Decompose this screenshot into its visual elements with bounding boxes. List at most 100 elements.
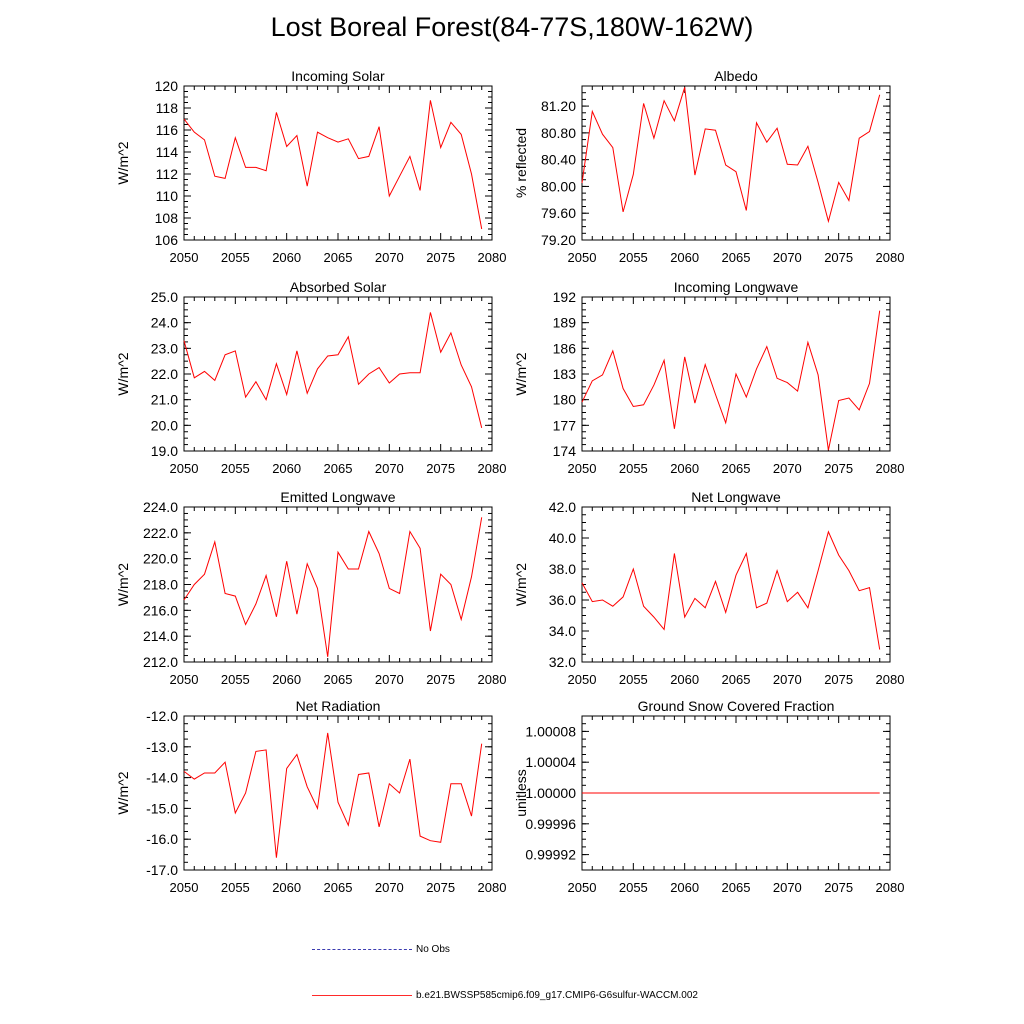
x-tick-label: 2075 <box>824 672 853 687</box>
y-tick-label: 1.00000 <box>525 785 576 801</box>
x-tick-label: 2070 <box>375 461 404 476</box>
panel-title: Emitted Longwave <box>280 489 395 505</box>
y-axis-label: W/m^2 <box>115 352 131 395</box>
x-tick-label: 2065 <box>722 880 751 895</box>
panel-title: Incoming Longwave <box>674 279 799 295</box>
y-tick-label: 114 <box>156 144 179 160</box>
y-tick-label: 34.0 <box>549 623 576 639</box>
legend-obs: No Obs <box>312 944 450 955</box>
x-tick-label: 2080 <box>876 461 905 476</box>
y-tick-label: 40.0 <box>549 530 576 546</box>
x-tick-label: 2050 <box>170 880 199 895</box>
y-tick-label: 38.0 <box>549 561 576 577</box>
y-axis-label: W/m^2 <box>115 771 131 814</box>
chart-panel-2: Albedo % reflected 2050 2055 2060 2065 2070 207… <box>513 68 904 265</box>
x-tick-label: 2065 <box>324 672 353 687</box>
series-line <box>183 100 483 230</box>
y-tick-label: 108 <box>155 210 179 226</box>
x-tick-label: 2075 <box>824 250 853 265</box>
y-tick-label: 112 <box>156 166 179 182</box>
y-tick-label: 25.0 <box>151 289 178 305</box>
chart-panel-8: Ground Snow Covered Fraction unitless 2050… <box>513 698 904 895</box>
legend-obs-swatch <box>312 949 412 950</box>
x-tick-label: 2050 <box>568 461 597 476</box>
panel-title: Ground Snow Covered Fraction <box>638 698 835 714</box>
x-tick-label: 2080 <box>478 461 507 476</box>
legend-model-label: b.e21.BWSSP585cmip6.f09_g17.CMIP6-G6sulf… <box>416 990 698 1001</box>
plot-frame <box>183 296 493 452</box>
y-tick-label: 20.0 <box>151 417 178 433</box>
x-tick-label: 2070 <box>375 672 404 687</box>
y-tick-label: 23.0 <box>151 340 178 356</box>
y-tick-label: 222.0 <box>143 525 178 541</box>
y-tick-label: 79.20 <box>541 232 576 248</box>
x-tick-label: 2065 <box>722 461 751 476</box>
x-tick-label: 2080 <box>876 250 905 265</box>
x-tick-label: 2060 <box>670 880 699 895</box>
x-tick-label: 2050 <box>170 461 199 476</box>
chart-panel-6: Net Longwave W/m^2 2050 2055 2060 2065 2070 207… <box>513 489 904 687</box>
x-tick-label: 2050 <box>170 250 199 265</box>
y-tick-label: 212.0 <box>143 654 178 670</box>
y-tick-label: 216.0 <box>143 602 178 618</box>
x-tick-label: 2080 <box>876 672 905 687</box>
x-tick-label: 2080 <box>478 250 507 265</box>
panel-title: Albedo <box>714 68 758 84</box>
y-tick-label: 214.0 <box>143 628 178 644</box>
x-tick-label: 2070 <box>773 880 802 895</box>
x-tick-label: 2070 <box>375 250 404 265</box>
y-axis-label: W/m^2 <box>513 352 529 395</box>
x-tick-label: 2055 <box>619 672 648 687</box>
y-tick-label: 42.0 <box>549 499 576 515</box>
y-tick-label: 189 <box>553 315 577 331</box>
y-tick-label: 106 <box>155 232 179 248</box>
chart-panel-5: Emitted Longwave W/m^2 2050 2055 2060 2065 207… <box>115 489 506 687</box>
y-tick-label: 32.0 <box>549 654 576 670</box>
x-tick-label: 2065 <box>324 880 353 895</box>
legend-model-swatch <box>312 995 412 996</box>
figure-title: Lost Boreal Forest(84-77S,180W-162W) <box>270 12 754 42</box>
x-tick-label: 2075 <box>824 880 853 895</box>
x-tick-label: 2055 <box>619 880 648 895</box>
y-axis-label: W/m^2 <box>513 563 529 606</box>
y-axis-label: W/m^2 <box>115 563 131 606</box>
plot-frame <box>183 85 493 241</box>
y-tick-label: 218.0 <box>143 577 178 593</box>
chart-panel-1: Incoming Solar W/m^2 2050 2055 2060 2065 2070 2… <box>115 68 506 265</box>
y-tick-label: 21.0 <box>151 392 178 408</box>
x-tick-label: 2065 <box>722 672 751 687</box>
y-tick-label: 186 <box>553 340 577 356</box>
legend-model: b.e21.BWSSP585cmip6.f09_g17.CMIP6-G6sulf… <box>312 990 698 1001</box>
y-axis-label: unitless <box>513 769 529 816</box>
plot-frame <box>581 85 891 241</box>
y-tick-label: 0.99996 <box>525 816 576 832</box>
y-tick-label: 110 <box>156 188 179 204</box>
series-line <box>581 530 881 650</box>
chart-panel-4: Incoming Longwave W/m^2 2050 2055 2060 2065 20… <box>513 279 904 476</box>
x-tick-label: 2075 <box>426 880 455 895</box>
x-tick-label: 2060 <box>670 461 699 476</box>
y-tick-label: 79.60 <box>541 205 576 221</box>
y-tick-label: 120 <box>155 78 179 94</box>
legend-obs-label: No Obs <box>416 944 450 955</box>
plot-frame <box>183 715 493 871</box>
x-tick-label: 2060 <box>272 672 301 687</box>
y-tick-label: 220.0 <box>143 551 178 567</box>
x-tick-label: 2065 <box>324 250 353 265</box>
y-tick-label: -17.0 <box>146 862 178 878</box>
x-tick-label: 2050 <box>568 672 597 687</box>
x-tick-label: 2070 <box>375 880 404 895</box>
x-tick-label: 2070 <box>773 672 802 687</box>
x-tick-label: 2050 <box>568 250 597 265</box>
y-tick-label: 192 <box>553 289 577 305</box>
x-tick-label: 2080 <box>478 880 507 895</box>
x-tick-label: 2075 <box>824 461 853 476</box>
y-tick-label: 19.0 <box>151 443 178 459</box>
y-tick-label: -13.0 <box>146 739 178 755</box>
y-tick-label: 1.00004 <box>525 754 576 770</box>
plot-frame <box>581 506 891 663</box>
y-tick-label: 183 <box>553 366 577 382</box>
y-tick-label: 180 <box>553 392 577 408</box>
y-tick-label: 224.0 <box>143 499 178 515</box>
y-tick-label: 1.00008 <box>525 723 576 739</box>
